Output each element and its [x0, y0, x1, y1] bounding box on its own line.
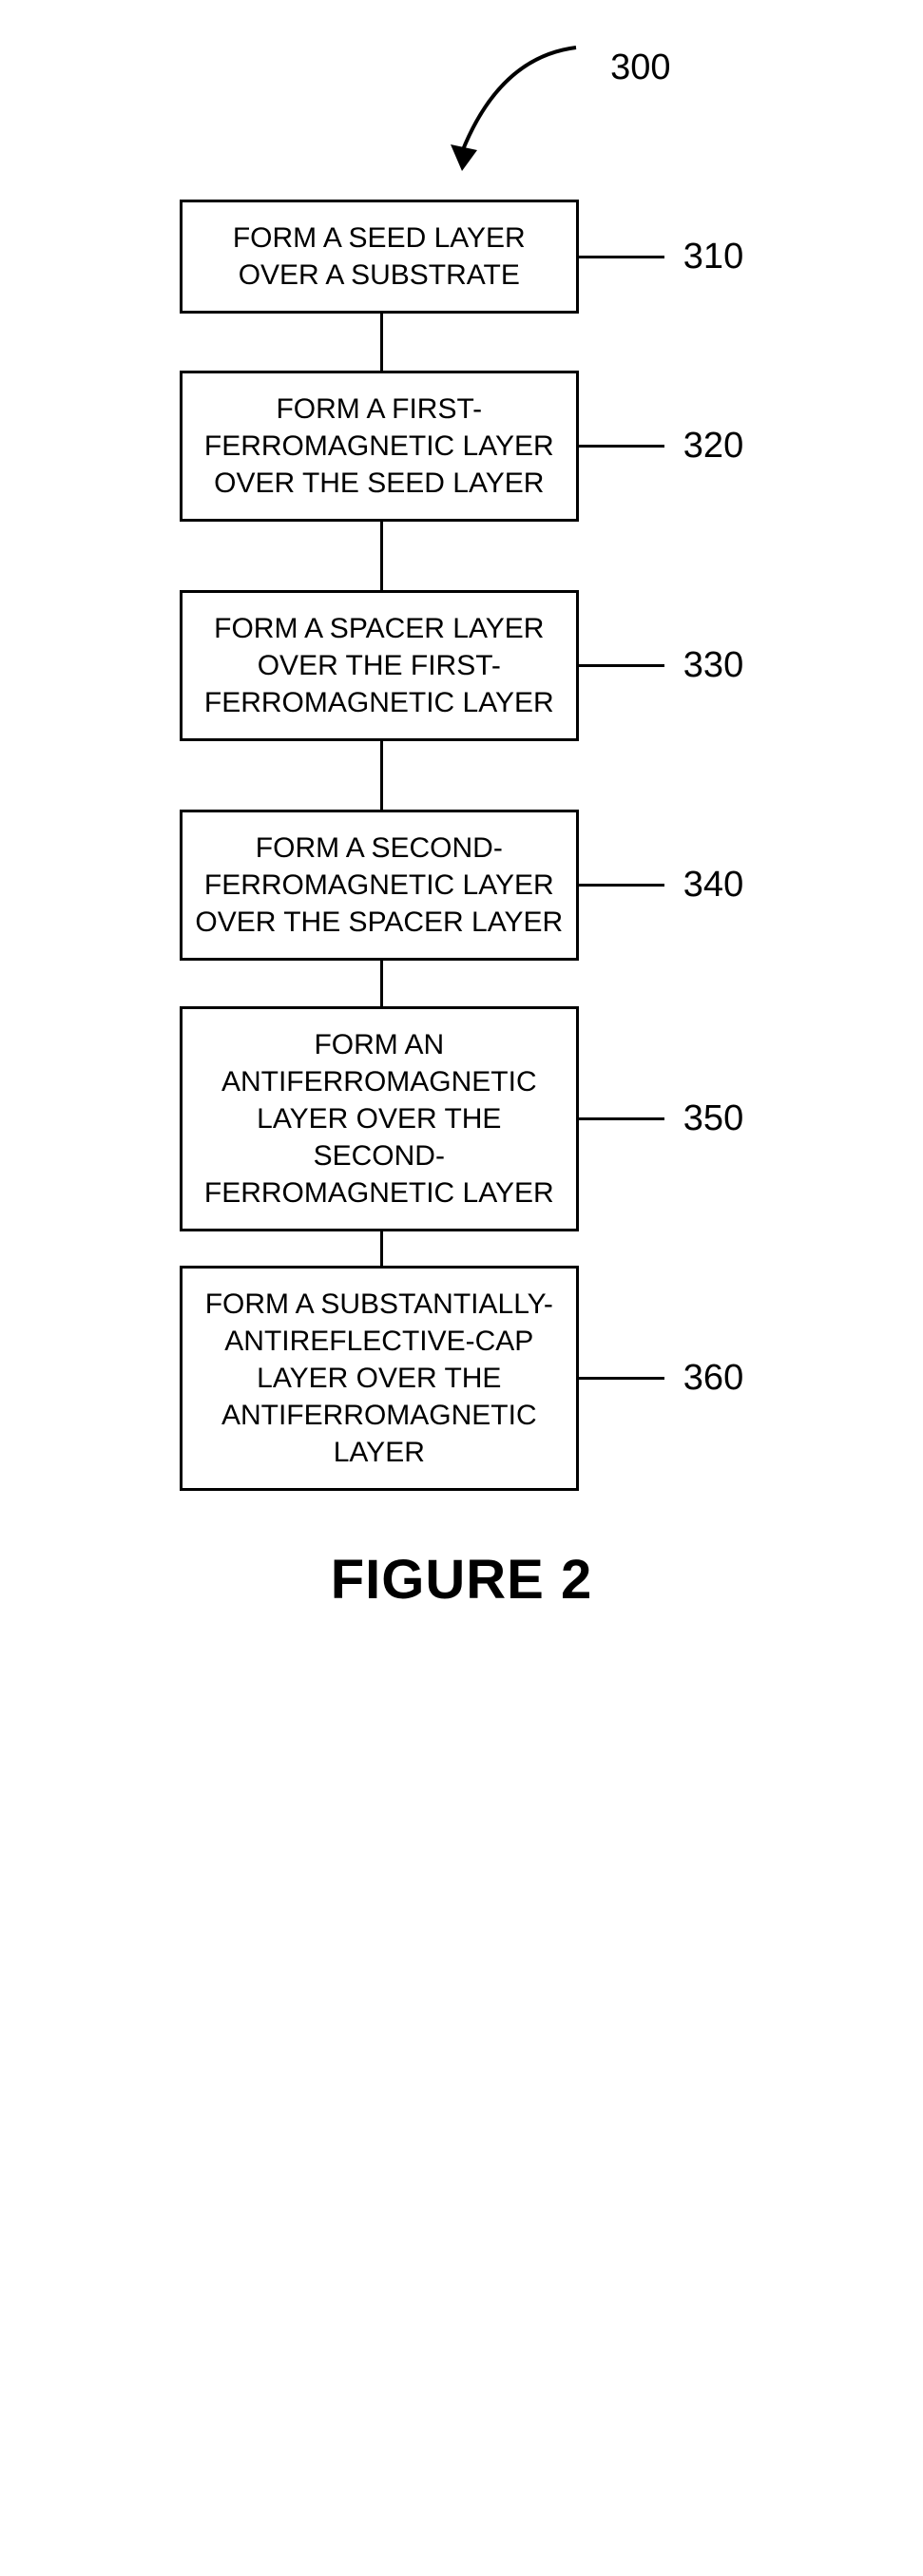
- step-label: 350: [683, 1098, 743, 1139]
- step-row: FORM A SUBSTANTIALLY-ANTIREFLECTIVE-CAP …: [180, 1266, 743, 1491]
- step-row: FORM A SEED LAYER OVER A SUBSTRATE 310: [180, 200, 743, 314]
- step-box: FORM A SEED LAYER OVER A SUBSTRATE: [180, 200, 579, 314]
- step-box: FORM A SUBSTANTIALLY-ANTIREFLECTIVE-CAP …: [180, 1266, 579, 1491]
- connector-horizontal: [579, 664, 664, 667]
- curved-arrow-icon: [405, 38, 595, 190]
- flowchart-container: FORM A SEED LAYER OVER A SUBSTRATE310FOR…: [180, 200, 743, 1491]
- step-label: 330: [683, 645, 743, 686]
- figure-title: FIGURE 2: [331, 1548, 593, 1612]
- step-row: FORM A SECOND-FERROMAGNETIC LAYER OVER T…: [180, 810, 743, 961]
- figure-number-label: 300: [610, 48, 670, 88]
- step-box: FORM A SECOND-FERROMAGNETIC LAYER OVER T…: [180, 810, 579, 961]
- step-label: 320: [683, 426, 743, 467]
- step-row: FORM A FIRST-FERROMAGNETIC LAYER OVER TH…: [180, 371, 743, 522]
- connector-horizontal: [579, 1377, 664, 1380]
- connector-vertical: [380, 961, 383, 1006]
- step-box: FORM A FIRST-FERROMAGNETIC LAYER OVER TH…: [180, 371, 579, 522]
- connector-vertical: [380, 741, 383, 810]
- connector-horizontal: [579, 256, 664, 258]
- step-box: FORM AN ANTIFERROMAGNETIC LAYER OVER THE…: [180, 1006, 579, 1231]
- step-label: 360: [683, 1358, 743, 1399]
- connector-vertical: [380, 1231, 383, 1266]
- connector-vertical: [380, 522, 383, 590]
- connector-horizontal: [579, 1117, 664, 1120]
- connector-horizontal: [579, 884, 664, 887]
- top-arrow-group: 300: [319, 38, 605, 190]
- connector-vertical: [380, 314, 383, 371]
- step-row: FORM AN ANTIFERROMAGNETIC LAYER OVER THE…: [180, 1006, 743, 1231]
- step-box: FORM A SPACER LAYER OVER THE FIRST-FERRO…: [180, 590, 579, 741]
- connector-horizontal: [579, 445, 664, 448]
- step-label: 310: [683, 237, 743, 277]
- step-row: FORM A SPACER LAYER OVER THE FIRST-FERRO…: [180, 590, 743, 741]
- step-label: 340: [683, 865, 743, 906]
